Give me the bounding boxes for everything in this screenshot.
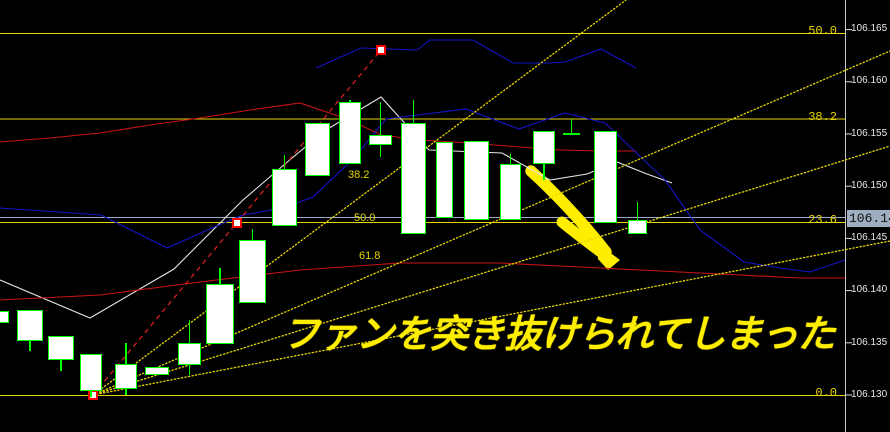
svg-text:61.8: 61.8: [359, 250, 380, 262]
svg-text:38.2: 38.2: [348, 169, 369, 181]
svg-text:50.0: 50.0: [354, 212, 375, 224]
